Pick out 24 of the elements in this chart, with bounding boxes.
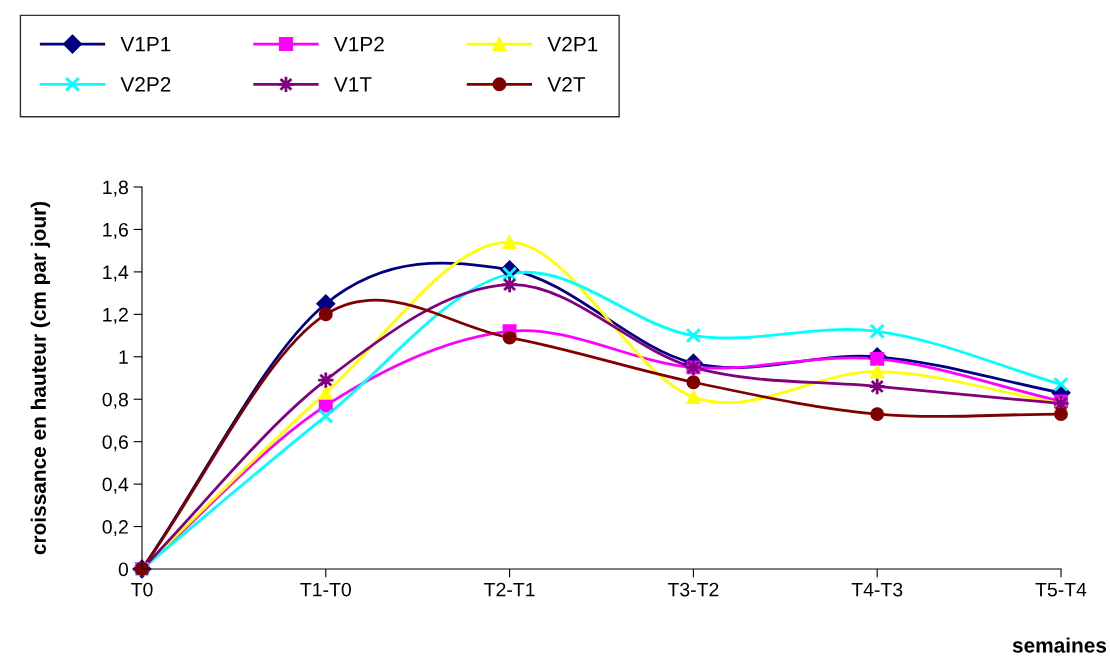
- legend-label: V2P2: [120, 77, 171, 92]
- legend-label: V1T: [333, 77, 372, 92]
- y-tick-label: 0,8: [102, 392, 128, 409]
- y-tick-label: 1: [119, 350, 128, 364]
- x-tick-label: T4-T3: [851, 582, 903, 597]
- x-tick-label: T2-T1: [484, 582, 535, 597]
- legend-label: V2P1: [547, 36, 598, 52]
- y-tick-label: 1,8: [103, 180, 128, 197]
- x-tick-label: T1-T0: [300, 582, 351, 597]
- x-tick-label: T0: [131, 582, 153, 597]
- y-axis-title: croissance en hauteur (cm par jour): [30, 201, 51, 555]
- legend-label: V1P2: [333, 36, 384, 52]
- y-tick-label: 1,4: [103, 265, 129, 282]
- legend-label: V1P1: [120, 37, 171, 52]
- x-tick-label: T5-T4: [1035, 582, 1087, 597]
- y-tick-label: 1,6: [103, 222, 128, 239]
- legend-label: V2T: [547, 77, 586, 92]
- x-axis-title: semaines: [1012, 637, 1107, 653]
- y-tick-label: 0,6: [102, 435, 128, 452]
- y-tick-label: 0,2: [102, 520, 128, 537]
- y-tick-label: 0,4: [102, 477, 129, 494]
- y-tick-label: 0: [118, 562, 129, 577]
- x-tick-label: T3-T2: [667, 582, 719, 597]
- y-tick-label: 1,2: [103, 307, 128, 324]
